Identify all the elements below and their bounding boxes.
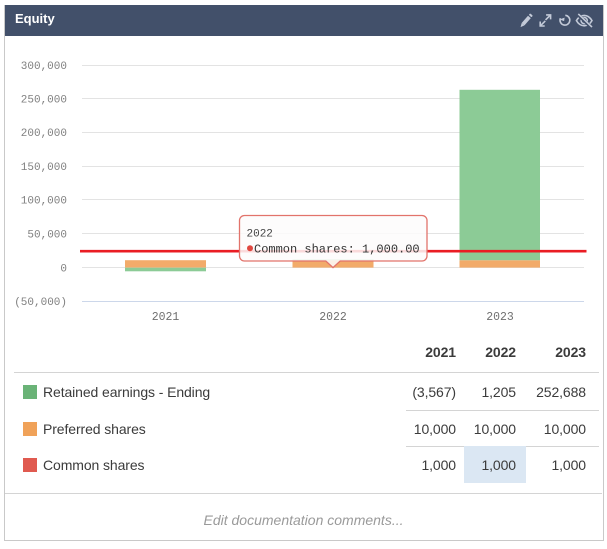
- svg-text:2021: 2021: [152, 311, 180, 324]
- svg-text:300,000: 300,000: [21, 61, 67, 73]
- svg-text:(50,000): (50,000): [14, 297, 67, 309]
- svg-text:2023: 2023: [486, 311, 514, 324]
- svg-text:2022: 2022: [319, 311, 347, 324]
- svg-text:100,000: 100,000: [21, 196, 67, 208]
- svg-text:2022: 2022: [247, 228, 273, 240]
- svg-text:50,000: 50,000: [27, 229, 67, 241]
- svg-text:150,000: 150,000: [21, 162, 67, 174]
- svg-text:200,000: 200,000: [21, 128, 67, 140]
- svg-text:0: 0: [60, 263, 67, 275]
- svg-text:Common shares: 1,000.00: Common shares: 1,000.00: [254, 242, 420, 256]
- svg-text:250,000: 250,000: [21, 95, 67, 107]
